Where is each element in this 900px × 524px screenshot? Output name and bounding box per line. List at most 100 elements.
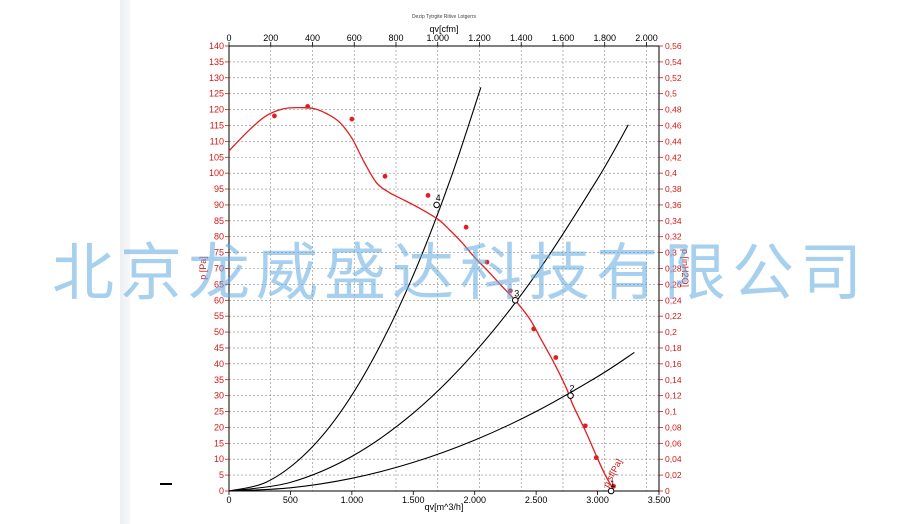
y-right-tick-label: 0,16: [665, 359, 682, 369]
measurement-point: [582, 423, 588, 429]
y-right-axis-label: p [inH2O]: [680, 249, 690, 287]
y-left-tick-label: 120: [209, 105, 224, 115]
x-bottom-axis-label: qv[m^3/h]: [425, 502, 464, 512]
x-top-tick-label: 600: [347, 33, 362, 43]
y-right-tick-label: 0,46: [665, 120, 682, 130]
measurement-point: [305, 103, 311, 109]
y-right-tick-label: 0,2: [665, 327, 677, 337]
y-right-tick-label: 0,54: [665, 57, 682, 67]
x-bottom-tick-label: 3.500: [648, 495, 671, 505]
operating-point-label: 4: [436, 193, 441, 203]
x-bottom-tick-label: 1.000: [341, 495, 364, 505]
y-left-tick-label: 60: [214, 295, 224, 305]
markers-layer: [272, 103, 616, 489]
x-top-axis-label: qv[cfm]: [429, 24, 458, 34]
y-left-tick-label: 130: [209, 73, 224, 83]
operating-point-label: 1: [610, 479, 615, 489]
y-right-tick-label: 0,38: [665, 184, 682, 194]
left-divider: [120, 0, 130, 524]
left-gutter: [0, 0, 120, 524]
measurement-point: [425, 192, 431, 198]
y-right-tick-label: 0,06: [665, 438, 682, 448]
measurement-point: [531, 326, 537, 332]
x-top-tick-label: 1.000: [426, 33, 449, 43]
x-bottom-tick-label: 1.500: [402, 495, 425, 505]
y-left-tick-label: 110: [210, 136, 224, 146]
y-left-tick-label: 85: [214, 216, 224, 226]
y-left-tick-label: 135: [209, 57, 224, 67]
measurement-point: [463, 224, 469, 230]
y-right-tick-label: 0: [665, 486, 670, 496]
y-left-tick-label: 95: [214, 184, 224, 194]
measurement-point: [611, 483, 616, 489]
y-left-tick-label: 20: [214, 422, 224, 432]
measurement-point: [507, 288, 513, 294]
measurement-point: [553, 355, 559, 360]
x-top-tick-label: 800: [388, 33, 403, 43]
y-right-tick-label: 0,22: [665, 311, 682, 321]
y-left-tick-label: 15: [214, 438, 224, 448]
dash-mark: [160, 483, 172, 485]
y-right-tick-label: 0,14: [665, 375, 682, 385]
operating-point: [433, 201, 440, 209]
grid-layer: [229, 46, 659, 491]
y-left-tick-label: 75: [214, 248, 224, 258]
y-left-tick-label: 140: [209, 41, 224, 51]
y-right-tick-label: 0,48: [665, 105, 682, 115]
measurement-point: [382, 173, 388, 179]
y-right-tick-label: 0,36: [665, 200, 682, 210]
y-left-tick-label: 0: [219, 486, 224, 496]
y-right-tick-label: 0,12: [665, 391, 682, 401]
y-left-tick-label: 125: [209, 89, 224, 99]
y-right-tick-label: 0,18: [665, 343, 682, 353]
measurement-point: [349, 116, 355, 122]
y-left-axis-label: p [Pa]: [198, 256, 208, 280]
y-right-tick-label: 0,52: [665, 73, 682, 83]
operating-point: [567, 392, 574, 399]
system-curve-2: [228, 124, 629, 492]
operating-points-layer: 4 3 2 1: [433, 193, 615, 495]
x-top-tick-label: 1.800: [593, 33, 616, 43]
measurement-point: [484, 259, 490, 265]
y-right-tick-label: 0,4: [665, 168, 677, 178]
y-right-tick-label: 0,26: [665, 279, 682, 289]
right-axis: 0 0,02 0,04 0,06 0,08 0,1 0,12 0,14 0,16 0,18 0,2 0…: [659, 41, 682, 496]
y-right-tick-label: 0,08: [665, 422, 682, 432]
y-left-tick-label: 100: [209, 168, 224, 178]
y-left-tick-label: 45: [214, 343, 224, 353]
x-top-tick-label: 2.000: [635, 33, 658, 43]
system-curve-3: [228, 351, 635, 492]
y-left-tick-label: 70: [214, 264, 224, 274]
y-left-tick-label: 10: [214, 454, 224, 464]
system-curve-1: [228, 87, 482, 492]
y-left-tick-label: 50: [214, 327, 224, 337]
y-left-tick-label: 40: [214, 359, 224, 369]
y-right-tick-label: 0,34: [665, 216, 682, 226]
y-right-tick-label: 0,5: [665, 89, 677, 99]
y-left-tick-label: 115: [210, 120, 224, 130]
x-top-tick-label: 1.400: [510, 33, 533, 43]
y-left-tick-label: 65: [214, 279, 224, 289]
chart-title: Dezip Tytrgite Ritive Lotgerrs: [412, 14, 477, 20]
y-left-tick-label: 90: [214, 200, 224, 210]
x-top-tick-label: 400: [305, 33, 320, 43]
series-layer: [228, 87, 635, 492]
y-left-tick-label: 35: [214, 375, 224, 385]
x-top-tick-label: 0: [226, 33, 231, 43]
y-right-tick-label: 0,42: [665, 152, 682, 162]
y-left-tick-label: 55: [214, 311, 224, 321]
bottom-axis: 0 500 1.000 1.500 2.000 2.500 3.000 3.500: [226, 491, 670, 505]
operating-point-label: 2: [570, 384, 575, 394]
y-left-tick-label: 25: [214, 407, 224, 417]
x-bottom-tick-label: 0: [226, 495, 231, 505]
x-bottom-tick-label: 2.500: [525, 495, 548, 505]
measurement-point: [272, 113, 277, 119]
y-right-tick-label: 0,44: [665, 136, 682, 146]
y-right-tick-label: 0,28: [665, 264, 682, 274]
operating-point: [607, 487, 615, 495]
y-left-tick-label: 105: [209, 152, 224, 162]
measurement-point: [593, 455, 599, 461]
y-right-tick-label: 0,04: [665, 454, 682, 464]
y-right-tick-label: 0,3: [665, 248, 677, 258]
